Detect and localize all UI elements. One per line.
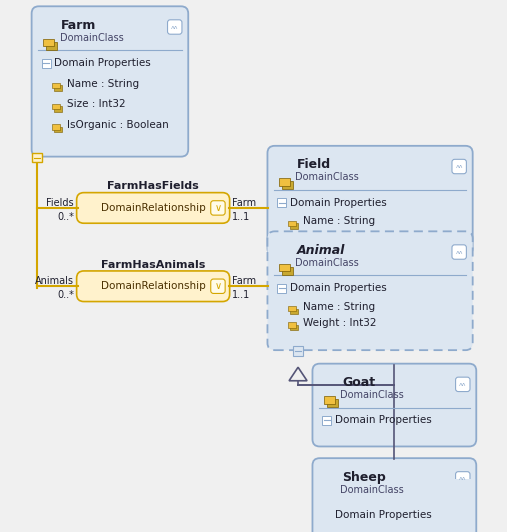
FancyBboxPatch shape [277,284,286,293]
Text: Sheep: Sheep [342,471,386,484]
Text: Size : Int32: Size : Int32 [67,99,125,110]
Text: DomainClass: DomainClass [296,258,359,268]
Text: ʌʌ: ʌʌ [455,164,463,169]
Text: Domain Properties: Domain Properties [290,283,387,293]
FancyBboxPatch shape [288,221,296,226]
Text: Name : String: Name : String [303,302,375,312]
Text: DomainClass: DomainClass [340,485,404,495]
FancyBboxPatch shape [77,193,230,223]
Text: Weight : Int32: Weight : Int32 [303,318,376,328]
FancyBboxPatch shape [324,491,335,498]
FancyBboxPatch shape [290,325,298,330]
Text: Name : String: Name : String [303,217,375,227]
Text: Farm: Farm [232,276,257,286]
FancyBboxPatch shape [268,231,473,350]
Text: DomainClass: DomainClass [296,172,359,182]
FancyBboxPatch shape [167,20,182,34]
FancyBboxPatch shape [31,6,188,156]
FancyBboxPatch shape [322,416,332,425]
FancyBboxPatch shape [279,178,290,186]
FancyBboxPatch shape [43,39,54,46]
Text: 1..1: 1..1 [232,290,250,300]
Text: Animals: Animals [35,276,74,286]
FancyBboxPatch shape [293,346,303,356]
Text: ∨: ∨ [214,203,222,213]
FancyBboxPatch shape [288,306,296,312]
Text: ʌʌ: ʌʌ [171,24,178,29]
FancyBboxPatch shape [54,127,62,132]
Text: DomainClass: DomainClass [340,390,404,400]
Text: Name : String: Name : String [67,79,139,89]
FancyBboxPatch shape [211,201,225,215]
Text: Domain Properties: Domain Properties [290,197,387,207]
Text: DomainRelationship: DomainRelationship [101,281,205,291]
FancyBboxPatch shape [42,59,51,68]
FancyBboxPatch shape [46,42,57,49]
Text: ʌʌ: ʌʌ [459,382,466,387]
FancyBboxPatch shape [312,364,476,446]
FancyBboxPatch shape [456,472,470,486]
Text: Farm: Farm [61,19,97,32]
FancyBboxPatch shape [282,181,293,189]
FancyBboxPatch shape [77,271,230,302]
Text: IsOrganic : Boolean: IsOrganic : Boolean [67,120,168,130]
Text: Field: Field [297,158,331,171]
FancyBboxPatch shape [282,267,293,275]
FancyBboxPatch shape [290,223,298,229]
FancyBboxPatch shape [52,104,60,109]
FancyBboxPatch shape [290,309,298,314]
FancyBboxPatch shape [288,322,296,328]
Text: DomainClass: DomainClass [59,33,123,43]
FancyBboxPatch shape [52,124,60,130]
FancyBboxPatch shape [324,396,335,404]
FancyBboxPatch shape [268,146,473,256]
FancyBboxPatch shape [277,198,286,207]
FancyBboxPatch shape [279,264,290,271]
FancyBboxPatch shape [32,153,42,162]
Text: ∨: ∨ [214,281,222,291]
FancyBboxPatch shape [52,83,60,88]
Text: 0..*: 0..* [57,212,74,222]
Text: Domain Properties: Domain Properties [54,58,151,68]
Text: ʌʌ: ʌʌ [459,476,466,481]
Text: 0..*: 0..* [57,290,74,300]
FancyBboxPatch shape [312,458,476,532]
FancyBboxPatch shape [327,400,338,407]
Text: FarmHasFields: FarmHasFields [107,181,199,192]
FancyBboxPatch shape [452,245,466,259]
FancyBboxPatch shape [54,86,62,91]
Text: Domain Properties: Domain Properties [335,510,432,520]
FancyBboxPatch shape [327,494,338,501]
FancyBboxPatch shape [211,279,225,294]
Text: ʌʌ: ʌʌ [455,250,463,254]
FancyBboxPatch shape [322,510,332,519]
Text: Animal: Animal [297,244,346,257]
Text: FarmHasAnimals: FarmHasAnimals [101,260,205,270]
Text: Fields: Fields [46,197,74,207]
Text: 1..1: 1..1 [232,212,250,222]
Text: DomainRelationship: DomainRelationship [101,203,205,213]
FancyBboxPatch shape [54,106,62,112]
Text: Farm: Farm [232,197,257,207]
Text: Domain Properties: Domain Properties [335,415,432,426]
FancyBboxPatch shape [456,377,470,392]
FancyBboxPatch shape [452,159,466,174]
Text: Goat: Goat [342,376,375,389]
